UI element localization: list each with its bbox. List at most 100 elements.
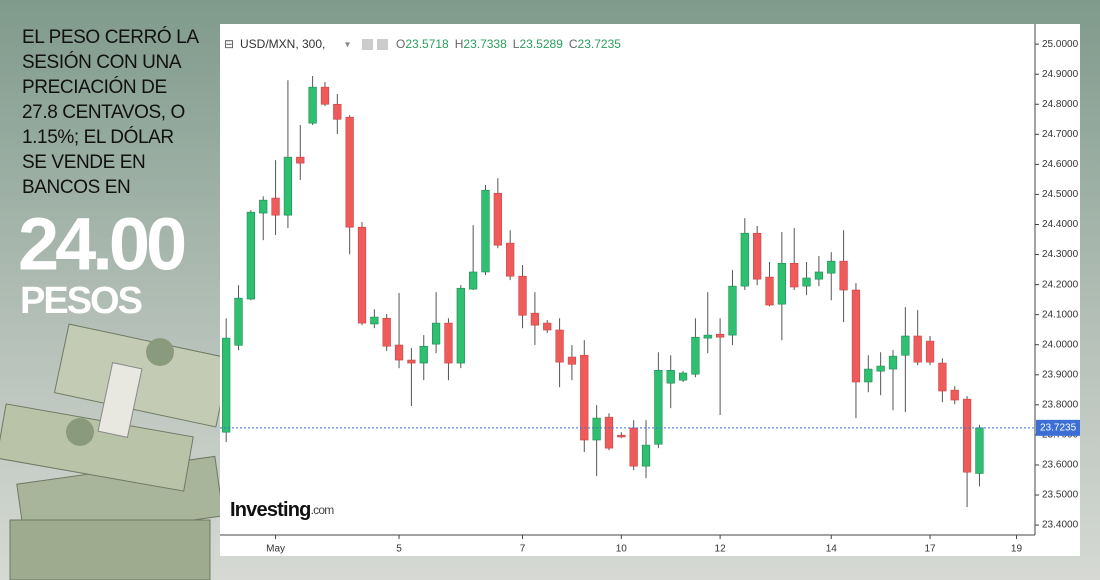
chart-panel <box>220 24 1080 556</box>
logo-name: Investing <box>230 499 311 521</box>
candle-body <box>753 232 762 280</box>
candle-body <box>728 285 737 336</box>
candle-body <box>567 356 577 365</box>
y-tick-label: 24.3000 <box>1042 249 1079 260</box>
ohlc-value: 23.7338 <box>463 37 507 51</box>
candle-body <box>925 340 935 363</box>
y-tick-label: 24.0000 <box>1042 339 1079 350</box>
x-tick-label: 14 <box>826 544 838 555</box>
candle-body <box>481 189 490 273</box>
candle-body <box>271 197 280 216</box>
y-tick-label: 23.9000 <box>1042 369 1079 380</box>
y-tick-label: 24.4000 <box>1042 219 1079 230</box>
candle-body <box>864 368 873 383</box>
candle-body <box>777 262 786 305</box>
x-tick-label: 7 <box>520 544 526 555</box>
candle-body <box>580 354 589 441</box>
candle-body <box>765 276 774 306</box>
candle-body <box>259 199 268 214</box>
candle-body <box>431 322 441 345</box>
candle-body <box>530 312 540 326</box>
candle-body <box>790 262 799 288</box>
x-tick-label: 17 <box>924 544 936 555</box>
candle-body <box>555 329 564 363</box>
x-tick-label: May <box>266 544 285 555</box>
candle-body <box>691 336 700 375</box>
candle-body <box>703 334 712 339</box>
headline-line: SE VENDE EN <box>22 152 145 173</box>
candle-body <box>493 192 502 246</box>
ohlc-prefix: C <box>569 37 578 51</box>
last-price-box <box>1036 419 1080 436</box>
candle-body <box>888 355 898 370</box>
x-tick-label: 12 <box>715 544 727 555</box>
candle-body <box>975 427 984 474</box>
y-tick-label: 24.7000 <box>1042 129 1079 140</box>
candle-body <box>246 211 255 300</box>
symbol: USD/MXN, 300, <box>240 37 325 51</box>
headline-line: 27.8 CENTAVOS, O <box>22 102 185 123</box>
ohlc-value: 23.7235 <box>578 37 622 51</box>
candle-body <box>308 86 317 124</box>
y-tick-label: 25.0000 <box>1042 39 1079 50</box>
y-tick-label: 24.5000 <box>1042 189 1079 200</box>
ohlc-prefix: H <box>455 37 464 51</box>
candle-body <box>617 434 626 438</box>
headline: EL PESO CERRÓ LA SESIÓN CON UNA PRECIACI… <box>18 26 200 322</box>
candle-body <box>950 389 959 401</box>
headline-line: 1.15%; EL DÓLAR <box>22 126 174 148</box>
candle-body <box>370 316 379 325</box>
candle-body <box>333 103 342 120</box>
candle-body <box>814 271 824 280</box>
headline-line: EL PESO CERRÓ LA <box>22 26 199 48</box>
icon[interactable] <box>362 39 373 50</box>
candle-body <box>394 344 404 361</box>
y-tick-label: 24.9000 <box>1042 69 1079 80</box>
candle-body <box>592 417 601 441</box>
money-illustration <box>0 323 232 580</box>
candle-body <box>802 277 811 287</box>
candle-body <box>456 287 465 364</box>
headline-line: BANCOS EN <box>22 177 130 198</box>
y-tick-label: 23.5000 <box>1042 490 1079 501</box>
logo-suffix: .com <box>311 503 335 517</box>
headline-unit: PESOS <box>20 280 142 322</box>
candle-body <box>827 260 836 274</box>
candle-body <box>518 275 527 316</box>
candle-body <box>296 156 305 164</box>
logo: Investing.com <box>230 499 334 521</box>
candle-body <box>839 260 848 291</box>
y-tick-label: 24.1000 <box>1042 309 1079 320</box>
candle-body <box>654 369 663 445</box>
ohlc-value: 23.5718 <box>405 37 449 51</box>
candle-body <box>320 86 330 105</box>
candle-body <box>715 333 725 338</box>
icon[interactable] <box>377 39 388 50</box>
candle-body <box>901 335 910 356</box>
candle-body <box>543 322 552 331</box>
candle-body <box>222 337 231 433</box>
candle-body <box>962 398 972 473</box>
candle-body <box>876 365 885 372</box>
headline-price: 24.00 <box>18 203 185 286</box>
candle-body <box>419 345 428 364</box>
candle-body <box>851 289 861 383</box>
ohlc-prefix: O <box>396 37 405 51</box>
y-tick-label: 23.6000 <box>1042 460 1079 471</box>
candle-body <box>913 335 922 363</box>
candle-body <box>506 242 515 277</box>
ohlc-value: 23.5289 <box>519 37 563 51</box>
collapse-icon[interactable]: ⊟ <box>224 37 234 51</box>
last-price-label: 23.7235 <box>1040 422 1077 433</box>
dropdown-icon[interactable]: ▾ <box>345 40 350 51</box>
y-tick-label: 23.8000 <box>1042 399 1079 410</box>
ohlc-prefix: L <box>513 37 520 51</box>
candle-body <box>740 232 749 287</box>
y-tick-label: 24.6000 <box>1042 159 1079 170</box>
candle-body <box>666 369 675 384</box>
candle-body <box>357 226 367 324</box>
candle-body <box>345 116 354 228</box>
ohlc-legend: O23.5718 H23.7338 L23.5289 C23.7235 <box>396 37 621 51</box>
x-tick-label: 10 <box>616 544 628 555</box>
candle-body <box>469 271 478 290</box>
